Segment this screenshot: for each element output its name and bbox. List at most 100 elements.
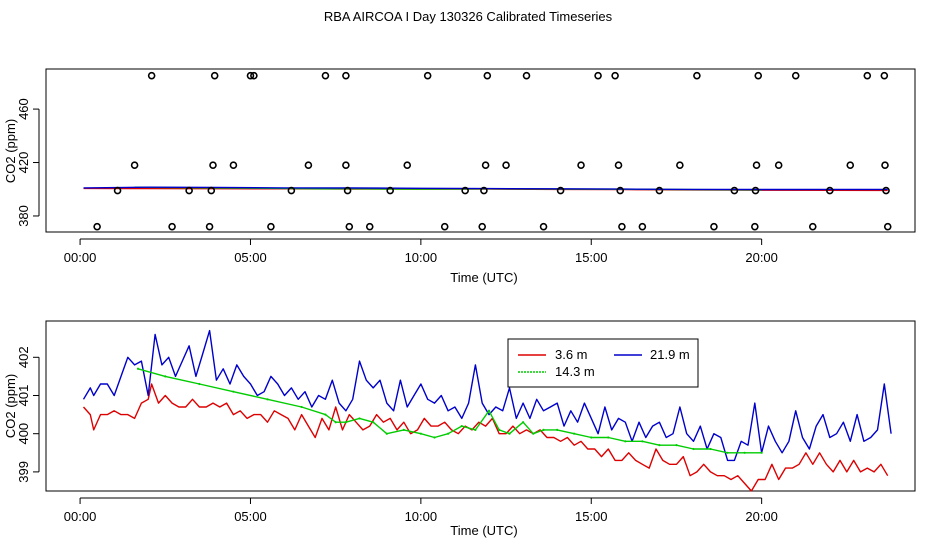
top-x-axis: 00:00 05:00 10:00 15:00 20:00 xyxy=(64,238,778,265)
legend: 3.6 m 21.9 m 14.3 m xyxy=(507,338,699,388)
sample-marker xyxy=(461,186,469,195)
sample-marker xyxy=(502,161,510,169)
bot-point-14-3-m xyxy=(385,432,388,435)
bot-point-14-3-m xyxy=(164,375,167,378)
sample-marker xyxy=(618,222,626,231)
sample-marker xyxy=(342,71,350,80)
bottom-series-lines xyxy=(82,329,892,492)
bot-point-14-3-m xyxy=(542,428,545,431)
sample-marker xyxy=(751,186,760,195)
sample-marker xyxy=(754,71,763,80)
bot-point-14-3-m xyxy=(372,421,375,424)
bot-point-14-3-m xyxy=(624,440,627,443)
bot-point-14-3-m xyxy=(198,382,201,386)
sample-marker xyxy=(483,71,492,80)
bot-point-14-3-m xyxy=(447,432,450,435)
sample-marker xyxy=(403,161,412,169)
bot-point-14-3-m xyxy=(709,447,712,451)
bottom-plot-frame xyxy=(45,320,916,492)
sample-marker xyxy=(614,161,623,169)
sample-marker xyxy=(250,71,258,80)
sample-marker xyxy=(539,222,548,231)
sample-marker xyxy=(480,186,488,195)
bot-point-14-3-m xyxy=(641,440,644,443)
bot-point-14-3-m xyxy=(266,398,269,401)
sample-marker xyxy=(93,222,101,231)
top-series-lines xyxy=(83,186,888,192)
bot-point-14-3-m xyxy=(300,405,303,409)
bot-point-14-3-m xyxy=(136,367,140,370)
sample-marker xyxy=(881,161,889,169)
sample-marker xyxy=(774,161,783,169)
bot-point-14-3-m xyxy=(419,432,422,435)
sample-marker xyxy=(655,186,664,195)
top-x-axis-title: Time (UTC) xyxy=(450,270,517,285)
sample-marker xyxy=(386,186,394,195)
bot-x-tick-label: 00:00 xyxy=(64,509,97,524)
sample-marker xyxy=(207,186,216,195)
sample-marker xyxy=(693,71,701,80)
top-x-tick-label: 05:00 xyxy=(234,250,267,265)
bot-point-14-3-m xyxy=(590,436,593,439)
figure-title: RBA AIRCOA I Day 130326 Calibrated Times… xyxy=(323,9,613,24)
bot-point-14-3-m xyxy=(675,444,678,447)
sample-marker xyxy=(577,161,585,169)
sample-marker xyxy=(321,71,330,80)
legend-label-14-3m: 14.3 m xyxy=(555,364,595,379)
top-x-tick-label: 10:00 xyxy=(405,250,438,265)
bottom-panel: 00:00 05:00 10:00 15:00 20:00 399 400 401 402 T… xyxy=(3,320,916,538)
sample-marker xyxy=(246,71,255,80)
sample-marker xyxy=(365,222,374,231)
bot-series-line-3-6-m xyxy=(82,383,889,492)
sample-marker xyxy=(440,222,449,231)
sample-marker xyxy=(205,222,214,231)
top-sample-markers xyxy=(93,71,892,231)
bot-series-line-21-9-m xyxy=(82,329,892,462)
bot-point-14-3-m xyxy=(402,428,405,431)
bottom-y-axis: 399 400 401 402 xyxy=(16,346,40,483)
bot-point-14-3-m xyxy=(460,424,463,428)
bot-point-14-3-m xyxy=(358,417,361,420)
sample-marker xyxy=(147,71,156,80)
bottom-y-axis-title: CO2 (ppm) xyxy=(3,374,18,438)
sample-marker xyxy=(113,186,122,195)
bot-point-14-3-m xyxy=(232,390,235,393)
sample-marker xyxy=(185,186,193,195)
bot-y-tick-label: 402 xyxy=(16,346,31,368)
top-y-tick-label: 380 xyxy=(16,205,31,227)
top-plot-frame xyxy=(45,68,916,233)
legend-label-21-9m: 21.9 m xyxy=(650,347,690,362)
sample-marker xyxy=(611,71,619,80)
bot-point-14-3-m xyxy=(607,436,610,439)
sample-marker xyxy=(229,161,238,169)
sample-marker xyxy=(168,222,176,231)
sample-marker xyxy=(522,71,531,80)
legend-label-3-6m: 3.6 m xyxy=(555,347,588,362)
bot-point-14-3-m xyxy=(760,451,763,454)
sample-marker xyxy=(343,186,352,195)
bot-point-14-3-m xyxy=(573,432,576,435)
sample-marker xyxy=(882,186,890,195)
bot-point-14-3-m xyxy=(344,421,347,424)
sample-marker xyxy=(481,161,490,169)
sample-marker xyxy=(342,161,350,169)
bot-x-tick-label: 20:00 xyxy=(745,509,778,524)
bot-y-tick-label: 399 xyxy=(16,461,31,483)
sample-marker xyxy=(880,71,889,80)
sample-marker xyxy=(210,71,219,80)
bot-x-tick-label: 10:00 xyxy=(405,509,438,524)
sample-marker xyxy=(826,186,834,195)
bot-point-14-3-m xyxy=(532,432,535,435)
sample-marker xyxy=(791,71,800,80)
sample-marker xyxy=(752,161,761,169)
bot-point-14-3-m xyxy=(658,444,661,447)
sample-marker xyxy=(863,71,872,80)
sample-marker xyxy=(638,222,647,231)
legend-box xyxy=(507,338,699,388)
bot-point-14-3-m xyxy=(474,428,477,431)
bot-point-14-3-m xyxy=(726,451,729,454)
bot-point-14-3-m xyxy=(743,451,746,454)
sample-marker xyxy=(846,161,855,169)
sample-marker xyxy=(556,186,565,195)
sample-marker xyxy=(676,161,684,169)
